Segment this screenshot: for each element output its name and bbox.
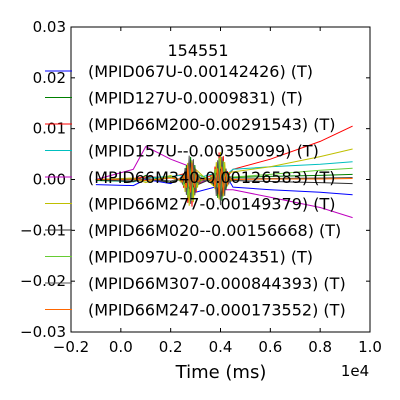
legend-label: (MPID66M200-0.00291543) (T) (88, 115, 336, 134)
legend-label: (MPID067U-0.00142426) (T) (88, 62, 313, 81)
x-tick-label: 0.8 (308, 338, 332, 356)
legend-label: (MPID66M307-0.000844393) (T) (88, 274, 346, 293)
legend-label: (MPID157U--0.00350099) (T) (88, 142, 319, 161)
legend-label: (MPID66M020--0.00156668) (T) (88, 221, 341, 240)
y-tick-label: −0.02 (20, 272, 66, 290)
legend-label: (MPID66M247-0.000173552) (T) (88, 301, 346, 320)
series-burst-6-2 (207, 152, 234, 200)
legend: (MPID067U-0.00142426) (T) (MPID127U-0.000… (45, 62, 346, 320)
legend-label: (MPID66M277-0.00149379) (T) (88, 195, 336, 214)
burst-lines (177, 152, 234, 207)
x-tick-label: −0.2 (53, 338, 89, 356)
y-tick-label: 0.01 (33, 120, 66, 138)
x-tick-label: 0.6 (258, 338, 282, 356)
y-tick-label: 0.02 (33, 69, 66, 87)
series-burst-10-1 (177, 163, 204, 193)
chart-title: 154551 (167, 41, 228, 60)
legend-label: (MPID66M340-0.00126583) (T) (88, 168, 336, 187)
x-offset-label: 1e4 (341, 362, 369, 380)
legend-label: (MPID097U-0.00024351) (T) (88, 248, 313, 267)
series-burst-10-2 (207, 166, 234, 196)
series-burst-9-1 (177, 155, 204, 204)
x-axis-label: Time (ms) (175, 362, 267, 383)
y-tick-label: −0.01 (20, 221, 66, 239)
series-burst-8-1 (177, 164, 204, 201)
y-tick-label: 0.03 (33, 18, 66, 36)
x-tick-label: 0.2 (159, 338, 183, 356)
y-tick-label: −0.03 (20, 323, 66, 341)
ticks: −0.2 0.0 0.2 0.4 0.6 0.8 1.0 0.03 0.02 0.01 0.00 −0… (20, 18, 382, 356)
x-tick-label: 0.0 (109, 338, 133, 356)
y-tick-label: 0.00 (33, 171, 66, 189)
x-tick-label: 0.4 (209, 338, 233, 356)
legend-label: (MPID127U-0.0009831) (T) (88, 89, 303, 108)
series-burst-9-2 (207, 156, 234, 206)
series-burst-7-1 (177, 161, 204, 190)
series-line-3 (95, 125, 353, 185)
x-tick-label: 1.0 (358, 338, 382, 356)
